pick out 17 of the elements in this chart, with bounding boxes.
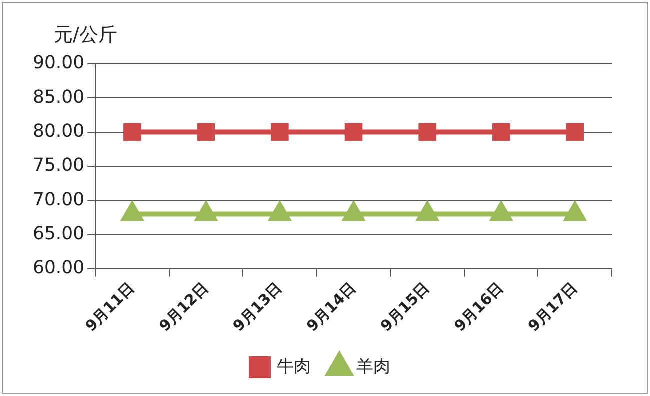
x-tick-label: 9月14日 (303, 279, 360, 336)
legend-label: 牛肉 (277, 356, 311, 377)
y-tick-label: 60.00 (33, 258, 85, 279)
y-tick-label: 65.00 (33, 223, 85, 244)
legend-label: 羊肉 (356, 356, 390, 377)
x-tick-label: 9月17日 (524, 279, 581, 336)
x-tick-label: 9月13日 (229, 279, 286, 336)
y-tick-label: 80.00 (33, 120, 85, 142)
x-tick-label: 9月15日 (377, 279, 434, 336)
y-tick-label: 85.00 (33, 86, 85, 108)
y-tick-label: 90.00 (33, 52, 85, 74)
x-tick-label: 9月12日 (156, 279, 212, 336)
x-tick-label: 9月16日 (450, 279, 507, 336)
y-tick-label: 75.00 (33, 155, 85, 176)
y-tick-label: 70.00 (33, 189, 85, 210)
y-axis-title: 元/公斤 (54, 24, 118, 46)
x-tick-label: 9月11日 (82, 279, 138, 336)
